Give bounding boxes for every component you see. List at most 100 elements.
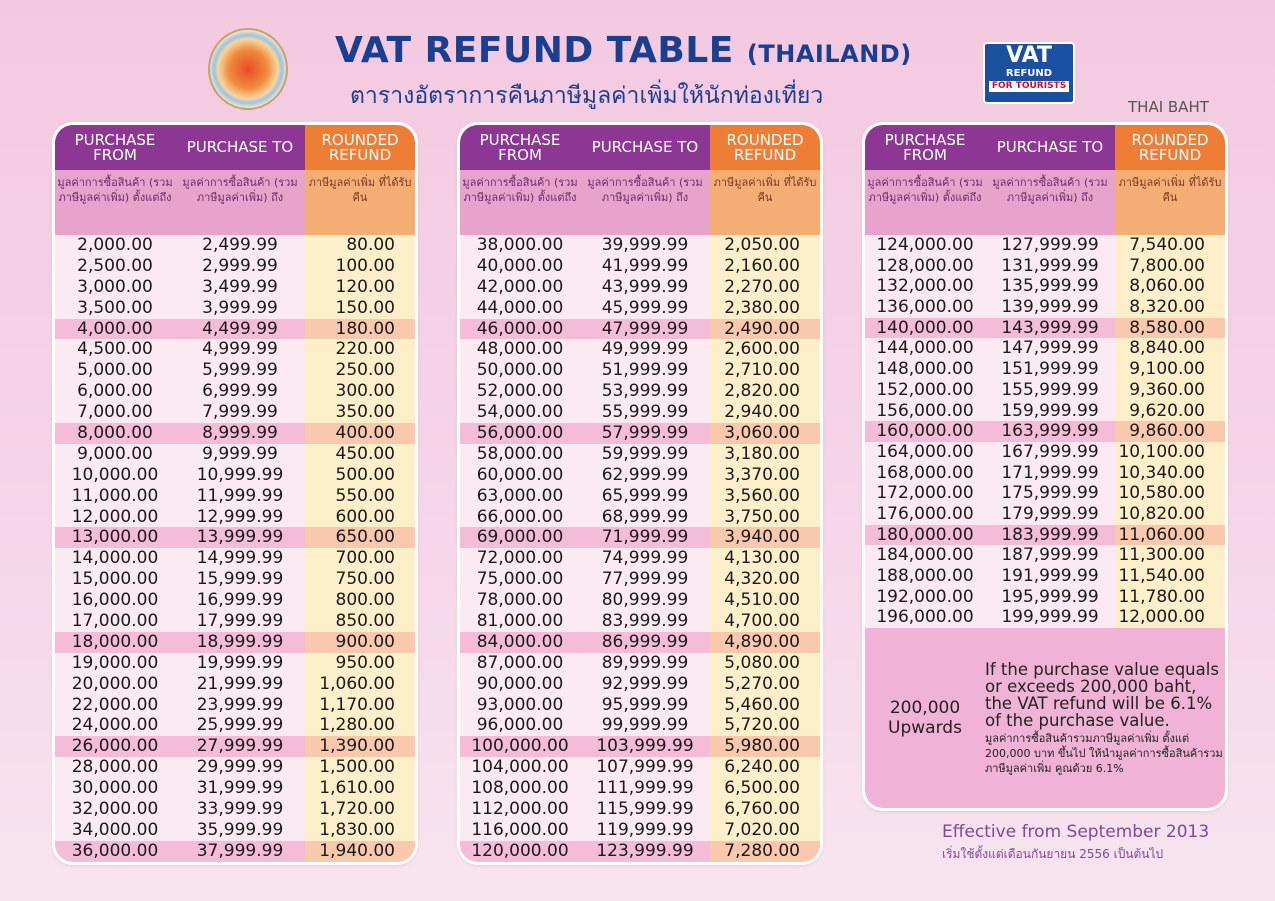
cell-from: 5,000.00 bbox=[77, 360, 153, 381]
col-from-thai: มูลค่าการซื้อสินค้า (รวมภาษีมูลค่าเพิ่ม)… bbox=[55, 170, 175, 235]
col-refund: ROUNDED REFUND bbox=[1115, 125, 1225, 170]
table-row: 180,000.00 183,999.99 11,060.00 bbox=[865, 524, 1225, 546]
cell-to: 171,999.99 bbox=[1001, 462, 1099, 483]
cell-to: 131,999.99 bbox=[1001, 255, 1099, 276]
cell-refund: 750.00 bbox=[305, 569, 415, 591]
cell-refund: 80.00 bbox=[305, 235, 415, 256]
table-row: 72,000.00 74,999.99 4,130.00 bbox=[460, 548, 820, 570]
cell-refund: 550.00 bbox=[305, 485, 415, 507]
cell-to: 151,999.99 bbox=[1001, 359, 1099, 380]
table-row: 9,000.00 9,999.99 450.00 bbox=[55, 443, 415, 465]
table-row: 3,000.00 3,499.99 120.00 bbox=[55, 276, 415, 298]
cell-refund: 400.00 bbox=[305, 423, 415, 444]
cell-from: 34,000.00 bbox=[71, 819, 159, 840]
table-subheader: มูลค่าการซื้อสินค้า (รวมภาษีมูลค่าเพิ่ม)… bbox=[55, 170, 415, 235]
cell-refund: 1,940.00 bbox=[305, 840, 415, 862]
cell-from: 56,000.00 bbox=[476, 423, 564, 444]
cell-from: 72,000.00 bbox=[476, 548, 564, 569]
thai-title: ตารางอัตราการคืนภาษีมูลค่าเพิ่มให้นักท่อ… bbox=[350, 83, 824, 109]
cell-refund: 10,580.00 bbox=[1115, 483, 1225, 504]
cell-to: 155,999.99 bbox=[1001, 379, 1099, 400]
cell-refund: 600.00 bbox=[305, 506, 415, 528]
col-to-thai: มูลค่าการซื้อสินค้า (รวมภาษีมูลค่าเพิ่ม)… bbox=[175, 170, 305, 235]
cell-to: 41,999.99 bbox=[601, 255, 689, 276]
cell-to: 6,999.99 bbox=[202, 381, 278, 402]
cell-from: 156,000.00 bbox=[876, 400, 974, 421]
table-row: 10,000.00 10,999.99 500.00 bbox=[55, 464, 415, 486]
vat-refund-logo: VAT REFUND FOR TOURISTS bbox=[983, 42, 1075, 104]
cell-from: 104,000.00 bbox=[471, 757, 569, 778]
cell-refund: 2,710.00 bbox=[710, 360, 820, 382]
cell-from: 192,000.00 bbox=[876, 586, 974, 607]
cell-to: 92,999.99 bbox=[601, 673, 689, 694]
cell-from: 140,000.00 bbox=[876, 317, 974, 338]
logo-refund: REFUND bbox=[1005, 68, 1053, 79]
table-row: 81,000.00 83,999.99 4,700.00 bbox=[460, 611, 820, 632]
col-refund: ROUNDED REFUND bbox=[710, 125, 820, 170]
cell-from: 124,000.00 bbox=[876, 235, 974, 255]
cell-to: 21,999.99 bbox=[196, 673, 284, 694]
cell-to: 15,999.99 bbox=[196, 569, 284, 590]
cell-refund: 2,820.00 bbox=[710, 381, 820, 403]
cell-from: 12,000.00 bbox=[71, 506, 159, 527]
table-row: 44,000.00 45,999.99 2,380.00 bbox=[460, 297, 820, 319]
cell-from: 160,000.00 bbox=[876, 421, 974, 442]
cell-to: 139,999.99 bbox=[1001, 297, 1099, 318]
table-row: 15,000.00 15,999.99 750.00 bbox=[55, 569, 415, 591]
cell-from: 50,000.00 bbox=[476, 360, 564, 381]
currency-label: THAI BAHT bbox=[1128, 98, 1209, 116]
table-row: 112,000.00 115,999.99 6,760.00 bbox=[460, 799, 820, 820]
upwards-note-thai: มูลค่าการซื้อสินค้ารวมภาษีมูลค่าเพิ่ม ตั… bbox=[985, 731, 1223, 775]
cell-to: 2,499.99 bbox=[202, 235, 278, 255]
cell-refund: 1,170.00 bbox=[305, 694, 415, 716]
table-row: 4,000.00 4,499.99 180.00 bbox=[55, 318, 415, 340]
cell-to: 29,999.99 bbox=[196, 757, 284, 778]
table-row: 54,000.00 55,999.99 2,940.00 bbox=[460, 402, 820, 424]
table-row: 136,000.00 139,999.99 8,320.00 bbox=[865, 297, 1225, 318]
cell-refund: 7,280.00 bbox=[710, 840, 820, 862]
col-to: PURCHASE TO bbox=[580, 125, 710, 170]
col-refund-thai: ภาษีมูลค่าเพิ่ม ที่ได้รับคืน bbox=[710, 170, 820, 235]
cell-refund: 1,060.00 bbox=[305, 673, 415, 695]
cell-to: 31,999.99 bbox=[196, 778, 284, 799]
cell-refund: 5,720.00 bbox=[710, 715, 820, 737]
cell-refund: 4,510.00 bbox=[710, 590, 820, 612]
table-row: 12,000.00 12,999.99 600.00 bbox=[55, 506, 415, 528]
cell-refund: 3,750.00 bbox=[710, 506, 820, 528]
table-row: 46,000.00 47,999.99 2,490.00 bbox=[460, 318, 820, 340]
cell-refund: 2,940.00 bbox=[710, 402, 820, 424]
cell-from: 164,000.00 bbox=[876, 441, 974, 462]
upwards-amount: 200,000 bbox=[889, 698, 961, 719]
cell-to: 74,999.99 bbox=[601, 548, 689, 569]
table-row: 63,000.00 65,999.99 3,560.00 bbox=[460, 485, 820, 507]
upwards-note-en: If the purchase value equals or exceeds … bbox=[985, 659, 1219, 730]
cell-refund: 3,370.00 bbox=[710, 464, 820, 486]
cell-from: 28,000.00 bbox=[71, 757, 159, 778]
table-row: 48,000.00 49,999.99 2,600.00 bbox=[460, 339, 820, 361]
table-row: 19,000.00 19,999.99 950.00 bbox=[55, 652, 415, 674]
cell-from: 8,000.00 bbox=[77, 423, 153, 444]
cell-refund: 1,610.00 bbox=[305, 778, 415, 800]
cell-to: 57,999.99 bbox=[601, 423, 689, 444]
cell-from: 30,000.00 bbox=[71, 778, 159, 799]
cell-to: 89,999.99 bbox=[601, 652, 689, 673]
cell-refund: 220.00 bbox=[305, 339, 415, 361]
cell-refund: 8,840.00 bbox=[1115, 338, 1225, 360]
table-row: 30,000.00 31,999.99 1,610.00 bbox=[55, 778, 415, 800]
table-row: 50,000.00 51,999.99 2,710.00 bbox=[460, 360, 820, 382]
cell-from: 176,000.00 bbox=[876, 503, 974, 524]
table-row: 75,000.00 77,999.99 4,320.00 bbox=[460, 569, 820, 591]
table-row: 56,000.00 57,999.99 3,060.00 bbox=[460, 423, 820, 444]
table-row: 128,000.00 131,999.99 7,800.00 bbox=[865, 255, 1225, 277]
table-row: 20,000.00 21,999.99 1,060.00 bbox=[55, 673, 415, 695]
cell-to: 195,999.99 bbox=[1001, 586, 1099, 607]
cell-from: 69,000.00 bbox=[476, 527, 564, 548]
cell-to: 175,999.99 bbox=[1001, 483, 1099, 504]
cell-to: 7,999.99 bbox=[202, 402, 278, 423]
cell-refund: 100.00 bbox=[305, 255, 415, 277]
cell-from: 180,000.00 bbox=[876, 524, 974, 545]
cell-from: 2,000.00 bbox=[77, 235, 153, 255]
cell-refund: 2,270.00 bbox=[710, 276, 820, 298]
cell-to: 16,999.99 bbox=[196, 590, 284, 611]
cell-from: 84,000.00 bbox=[476, 631, 564, 652]
